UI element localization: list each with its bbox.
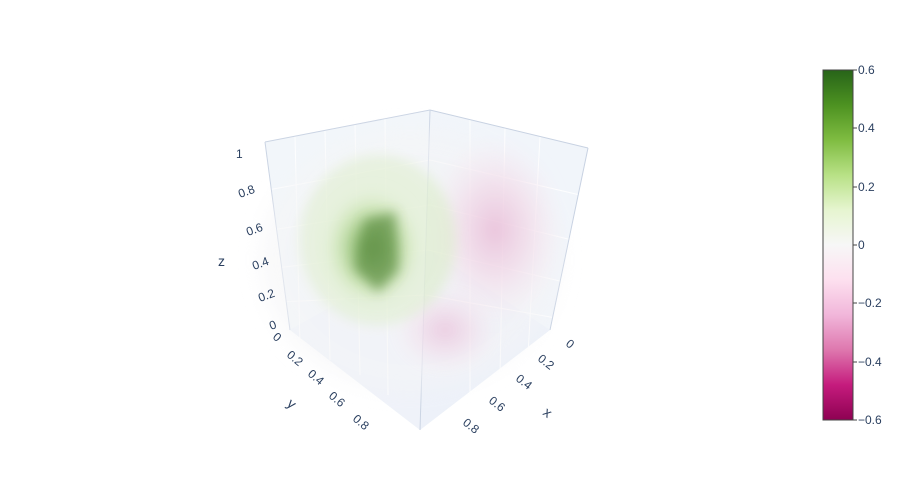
colorbar-tick-label: 0.6 [858, 63, 875, 77]
green-core [355, 212, 398, 292]
volume-render [260, 130, 565, 390]
z-axis: 1 0.8 0.6 0.4 0.2 0 z [218, 147, 279, 333]
z-tick: 0.4 [250, 254, 271, 273]
z-tick: 0 [267, 317, 278, 333]
x-axis-title: x [540, 404, 555, 421]
x-tick: 0.2 [535, 351, 557, 373]
x-tick: 0 [563, 336, 577, 351]
z-axis-title: z [218, 253, 225, 269]
colorbar[interactable]: 0.6 0.4 0.2 0 −0.2 −0.4 −0.6 [822, 63, 882, 427]
x-tick: 0.4 [513, 371, 535, 393]
colorbar-tick-label: 0.4 [858, 121, 875, 135]
z-tick: 1 [236, 147, 243, 161]
y-tick: 0.6 [326, 389, 348, 411]
x-tick: 0.6 [486, 393, 508, 415]
colorbar-tick-label: −0.2 [858, 296, 882, 310]
x-tick: 0.8 [460, 415, 482, 437]
z-tick: 0.8 [236, 182, 257, 201]
colorbar-gradient [822, 69, 854, 421]
z-tick: 0.2 [256, 286, 277, 305]
y-tick: 0.4 [305, 367, 327, 389]
y-axis-title: y [284, 395, 300, 412]
colorbar-tick-label: −0.6 [858, 413, 882, 427]
colorbar-tick-label: 0 [858, 238, 865, 252]
colorbar-tick-label: −0.4 [858, 355, 882, 369]
scene[interactable] [260, 109, 589, 431]
colorbar-tick-label: 0.2 [858, 180, 875, 194]
pink-region [425, 135, 565, 325]
z-tick: 0.6 [244, 220, 265, 239]
front-pane-left [265, 110, 430, 430]
y-tick: 0.8 [350, 412, 372, 434]
colorbar-ticks [853, 69, 857, 421]
